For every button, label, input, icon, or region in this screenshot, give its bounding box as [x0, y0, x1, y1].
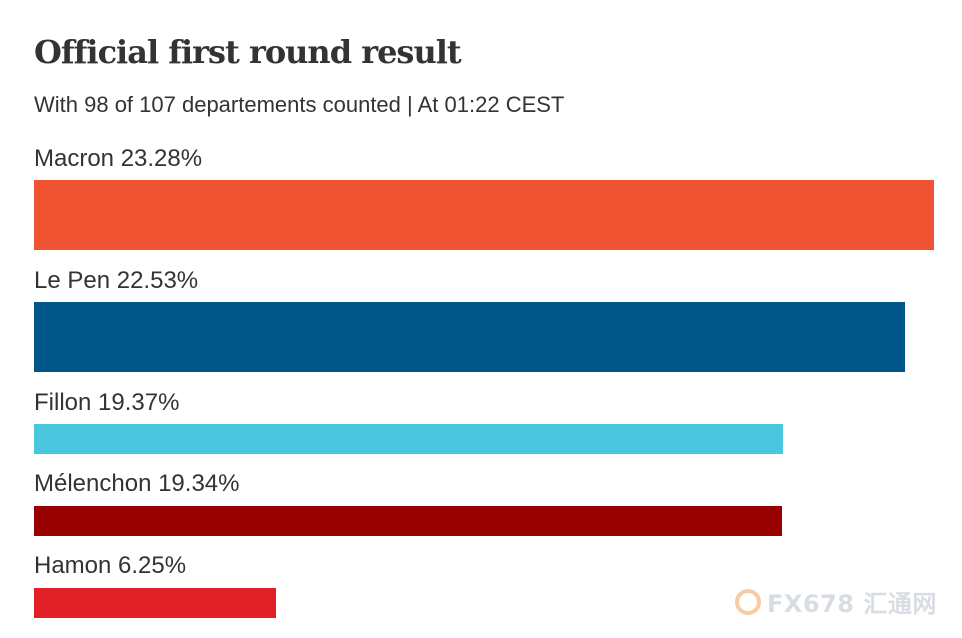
bar-hamon	[34, 588, 276, 618]
bar-label-macron: Macron 23.28%	[34, 145, 203, 172]
bar-le-pen	[34, 302, 905, 372]
bar-label-fillon: Fillon 19.37%	[34, 389, 180, 416]
chart-subtitle: With 98 of 107 departements counted | At…	[34, 92, 565, 117]
fx678-logo-icon	[735, 588, 761, 615]
watermark-text: FX678 汇通网	[767, 590, 937, 618]
bar-fillon	[34, 424, 783, 454]
watermark-logo: FX678 汇通网	[735, 584, 937, 619]
bar-label-m-lenchon: Mélenchon 19.34%	[34, 470, 240, 497]
bar-label-hamon: Hamon 6.25%	[34, 552, 187, 579]
bar-m-lenchon	[34, 506, 782, 536]
bar-label-le-pen: Le Pen 22.53%	[34, 267, 199, 294]
chart-title: Official first round result	[34, 33, 462, 71]
bar-macron	[34, 180, 934, 250]
